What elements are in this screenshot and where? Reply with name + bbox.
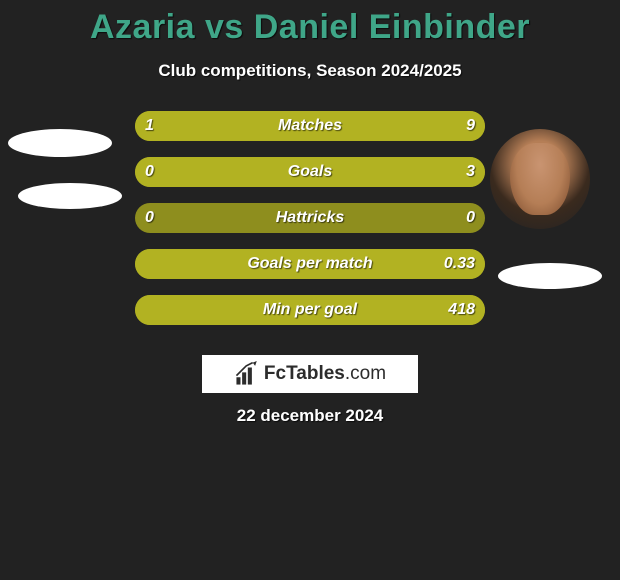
stat-row: 03Goals xyxy=(135,157,485,187)
player-right-avatar-placeholder xyxy=(498,263,602,289)
stats-stage: 19Matches 03Goals 00Hattricks 0.33Goals per… xyxy=(0,111,620,371)
player-right-avatar xyxy=(490,129,590,229)
stat-bars: 19Matches 03Goals 00Hattricks 0.33Goals per… xyxy=(135,111,485,341)
brand-badge: FcTables.com xyxy=(202,355,418,393)
stat-row: 00Hattricks xyxy=(135,203,485,233)
player-left-avatar-placeholder-1 xyxy=(8,129,112,157)
stat-label: Matches xyxy=(135,111,485,141)
stat-label: Goals per match xyxy=(135,249,485,279)
brand-chart-icon xyxy=(234,361,260,387)
comparison-card: Azaria vs Daniel Einbinder Club competit… xyxy=(0,0,620,580)
stat-row: 0.33Goals per match xyxy=(135,249,485,279)
page-title: Azaria vs Daniel Einbinder xyxy=(0,0,620,47)
stat-label: Hattricks xyxy=(135,203,485,233)
brand-suffix: .com xyxy=(345,363,386,384)
subtitle: Club competitions, Season 2024/2025 xyxy=(0,61,620,81)
stat-label: Goals xyxy=(135,157,485,187)
brand-text: FcTables.com xyxy=(264,363,386,385)
date-text: 22 december 2024 xyxy=(0,406,620,426)
stat-label: Min per goal xyxy=(135,295,485,325)
stat-row: 19Matches xyxy=(135,111,485,141)
player-left-avatar-placeholder-2 xyxy=(18,183,122,209)
brand-name: FcTables xyxy=(264,363,345,384)
stat-row: 418Min per goal xyxy=(135,295,485,325)
